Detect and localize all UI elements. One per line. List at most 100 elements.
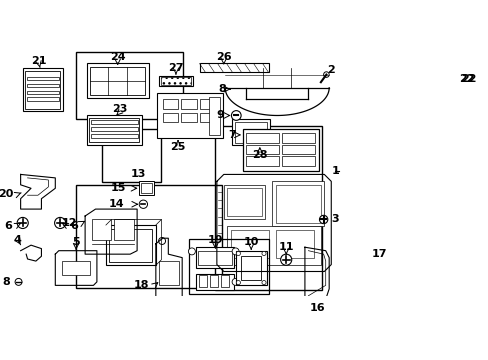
Bar xyxy=(230,230,268,258)
Bar xyxy=(275,230,313,258)
Bar xyxy=(89,118,139,142)
Circle shape xyxy=(236,251,240,256)
Circle shape xyxy=(280,254,291,265)
Text: 18: 18 xyxy=(133,280,149,291)
Text: 24: 24 xyxy=(110,51,125,62)
Bar xyxy=(157,93,223,138)
Bar xyxy=(76,53,183,118)
Bar xyxy=(227,188,262,216)
Text: 6: 6 xyxy=(70,221,78,231)
Bar xyxy=(275,185,320,223)
Bar xyxy=(200,113,215,122)
Text: 8: 8 xyxy=(218,84,225,94)
Circle shape xyxy=(139,200,147,208)
Bar xyxy=(114,220,133,240)
Text: 21: 21 xyxy=(32,57,47,66)
Bar xyxy=(163,113,178,122)
Bar xyxy=(209,275,218,287)
Bar xyxy=(159,261,178,285)
Bar xyxy=(232,119,270,145)
Text: 6: 6 xyxy=(4,221,12,231)
Text: 9: 9 xyxy=(216,111,224,121)
Bar xyxy=(76,185,222,288)
Bar xyxy=(199,63,268,72)
Bar xyxy=(138,181,153,195)
Bar xyxy=(106,225,156,265)
Circle shape xyxy=(55,217,65,229)
Bar xyxy=(90,134,138,138)
Text: 4: 4 xyxy=(13,235,21,244)
Text: 15: 15 xyxy=(110,183,126,193)
Bar xyxy=(62,261,90,275)
Text: 11: 11 xyxy=(278,242,293,252)
Text: 5: 5 xyxy=(72,237,80,247)
Bar xyxy=(189,239,268,294)
Text: 7: 7 xyxy=(227,130,235,140)
Bar xyxy=(22,68,63,111)
Bar xyxy=(282,133,315,143)
Bar xyxy=(198,251,232,265)
Bar xyxy=(27,90,59,94)
Text: 1: 1 xyxy=(331,166,339,176)
Circle shape xyxy=(232,248,239,255)
Text: 20: 20 xyxy=(0,189,14,199)
Bar xyxy=(200,99,215,109)
Circle shape xyxy=(231,111,241,120)
Bar xyxy=(159,76,192,86)
Text: 8: 8 xyxy=(2,277,10,287)
Circle shape xyxy=(158,238,165,244)
Bar xyxy=(25,71,60,109)
Circle shape xyxy=(262,251,265,256)
Text: 2: 2 xyxy=(326,65,334,75)
Text: 14: 14 xyxy=(109,199,124,209)
Bar xyxy=(209,97,219,135)
Circle shape xyxy=(15,278,22,285)
Text: 10: 10 xyxy=(243,237,258,247)
Circle shape xyxy=(17,217,28,229)
Text: 17: 17 xyxy=(370,249,386,259)
Bar xyxy=(199,275,207,287)
Bar xyxy=(181,99,196,109)
Text: 22: 22 xyxy=(458,74,473,84)
Text: 22: 22 xyxy=(460,74,475,84)
Bar xyxy=(102,129,161,182)
Bar xyxy=(27,84,59,87)
Text: 27: 27 xyxy=(168,63,183,73)
Text: 25: 25 xyxy=(170,142,185,152)
Bar xyxy=(282,145,315,154)
Circle shape xyxy=(188,248,195,255)
Bar xyxy=(245,156,279,166)
Circle shape xyxy=(232,278,239,285)
Bar xyxy=(27,77,59,80)
Bar xyxy=(86,116,142,145)
Text: 19: 19 xyxy=(207,235,223,245)
Bar xyxy=(140,184,151,193)
Bar xyxy=(234,122,267,143)
Text: 3: 3 xyxy=(330,215,338,225)
Text: 23: 23 xyxy=(112,104,127,113)
Text: 12: 12 xyxy=(61,218,77,228)
Bar xyxy=(163,99,178,109)
Bar xyxy=(196,247,234,268)
Bar xyxy=(196,274,234,290)
Circle shape xyxy=(236,280,240,285)
Text: 26: 26 xyxy=(216,51,231,62)
Bar xyxy=(235,251,266,285)
Circle shape xyxy=(262,280,265,285)
Circle shape xyxy=(323,72,328,77)
Bar xyxy=(245,133,279,143)
Bar xyxy=(227,226,320,265)
Bar xyxy=(27,98,59,101)
Bar xyxy=(241,256,261,280)
Bar xyxy=(272,181,324,226)
Bar xyxy=(90,67,145,95)
Bar xyxy=(221,275,229,287)
Bar xyxy=(242,129,318,171)
Bar xyxy=(224,185,265,220)
Text: 28: 28 xyxy=(252,150,267,160)
Bar xyxy=(90,127,138,131)
Bar xyxy=(161,77,191,85)
Bar xyxy=(282,156,315,166)
Bar xyxy=(245,145,279,154)
Bar xyxy=(215,126,322,289)
